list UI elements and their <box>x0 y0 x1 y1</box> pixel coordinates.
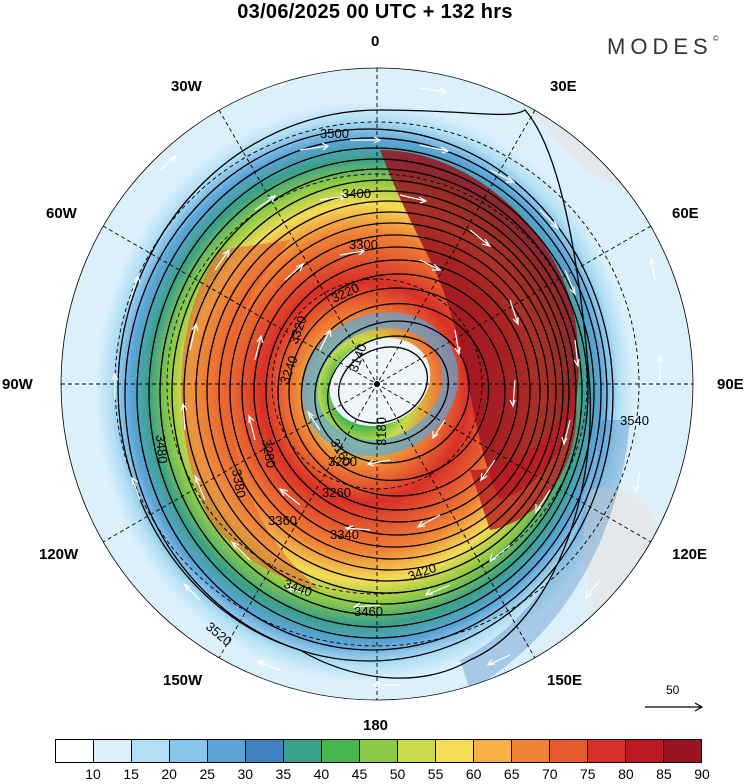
colorbar-tick: 25 <box>199 766 216 782</box>
brand-mark: © <box>712 34 719 43</box>
colorbar-tick: 85 <box>656 766 672 782</box>
colorbar-swatch <box>512 740 550 762</box>
contour-label: 3200 <box>328 454 357 469</box>
colorbar-tick: 35 <box>275 766 292 782</box>
map-boundary <box>60 67 694 701</box>
wind-vectors <box>111 81 664 689</box>
contour-label: 3480 <box>153 434 170 464</box>
colorbar-swatch <box>550 740 588 762</box>
colorbar-swatch <box>246 740 284 762</box>
colorbar-tick: 15 <box>123 766 139 782</box>
colorbar-swatch <box>588 740 626 762</box>
contour-label: 3340 <box>330 527 359 542</box>
contour-label: 3380 <box>229 468 249 499</box>
lon-label-30w: 30W <box>171 78 202 95</box>
colorbar-swatch <box>208 740 246 762</box>
lon-label-120w: 120W <box>39 546 79 563</box>
colorbar-tick: 60 <box>465 766 482 782</box>
colorbar-swatch <box>170 740 208 762</box>
colorbar-tick: 45 <box>351 766 368 782</box>
lon-label-150w: 150W <box>163 672 203 689</box>
contour-label: 3400 <box>342 186 371 201</box>
colorbar-swatch <box>398 740 436 762</box>
colorbar-swatch <box>56 740 94 762</box>
colorbar-swatch <box>626 740 664 762</box>
reference-vector-arrow <box>645 702 704 712</box>
colorbar-tick: 80 <box>618 766 634 782</box>
colorbar-tick-labels: 10 15 20 25 30 35 40 45 50 55 60 65 70 75 80 85 90 <box>0 766 750 784</box>
lon-label-60w: 60W <box>46 205 77 222</box>
colorbar-tick: 30 <box>237 766 254 782</box>
contour-label: 3540 <box>620 413 649 428</box>
polar-map: 3140 3160 3180 3200 3220 3240 3260 3280 … <box>60 67 694 701</box>
colorbar-tick: 90 <box>694 766 710 782</box>
contour-label: 3280 <box>259 438 279 469</box>
lon-label-0: 0 <box>371 33 380 50</box>
brand-name: MODES <box>607 34 713 59</box>
lon-label-30e: 30E <box>550 78 577 95</box>
colorbar-tick: 70 <box>541 766 558 782</box>
brand-logo: MODES© <box>607 34 719 60</box>
colorbar-tick: 20 <box>161 766 177 782</box>
colorbar-swatch <box>132 740 170 762</box>
colorbar-tick: 65 <box>503 766 520 782</box>
colorbar-swatch <box>322 740 360 762</box>
colorbar-tick: 40 <box>313 766 330 782</box>
contour-label: 3500 <box>320 126 349 141</box>
contour-label: 3460 <box>354 604 383 619</box>
lon-label-60e: 60E <box>672 205 699 222</box>
contour-label: 3180 <box>374 417 389 446</box>
map-title: 03/06/2025 00 UTC + 132 hrs <box>237 1 513 23</box>
contour-label: 3260 <box>322 485 351 500</box>
colorbar-tick: 55 <box>427 766 444 782</box>
south-pole-marker <box>374 381 380 387</box>
wind-speed-colorbar <box>55 739 702 763</box>
colorbar-swatch <box>94 740 132 762</box>
lon-label-150e: 150E <box>547 672 583 689</box>
colorbar-swatch <box>436 740 474 762</box>
colorbar-swatch <box>284 740 322 762</box>
colorbar-swatch <box>474 740 512 762</box>
contour-label: 3360 <box>268 513 297 528</box>
contour-label: 3300 <box>349 237 378 252</box>
lon-label-90e: 90E <box>717 376 744 393</box>
lon-label-180: 180 <box>363 717 389 734</box>
lon-label-90w: 90W <box>2 376 33 393</box>
height-contours <box>117 109 614 679</box>
colorbar-tick: 50 <box>389 766 406 782</box>
colorbar-tick: 75 <box>580 766 596 782</box>
colorbar-swatch <box>664 740 701 762</box>
colorbar-swatch <box>360 740 398 762</box>
lon-label-120e: 120E <box>672 546 708 563</box>
reference-vector-value: 50 <box>666 683 680 697</box>
colorbar-tick: 10 <box>85 766 101 782</box>
